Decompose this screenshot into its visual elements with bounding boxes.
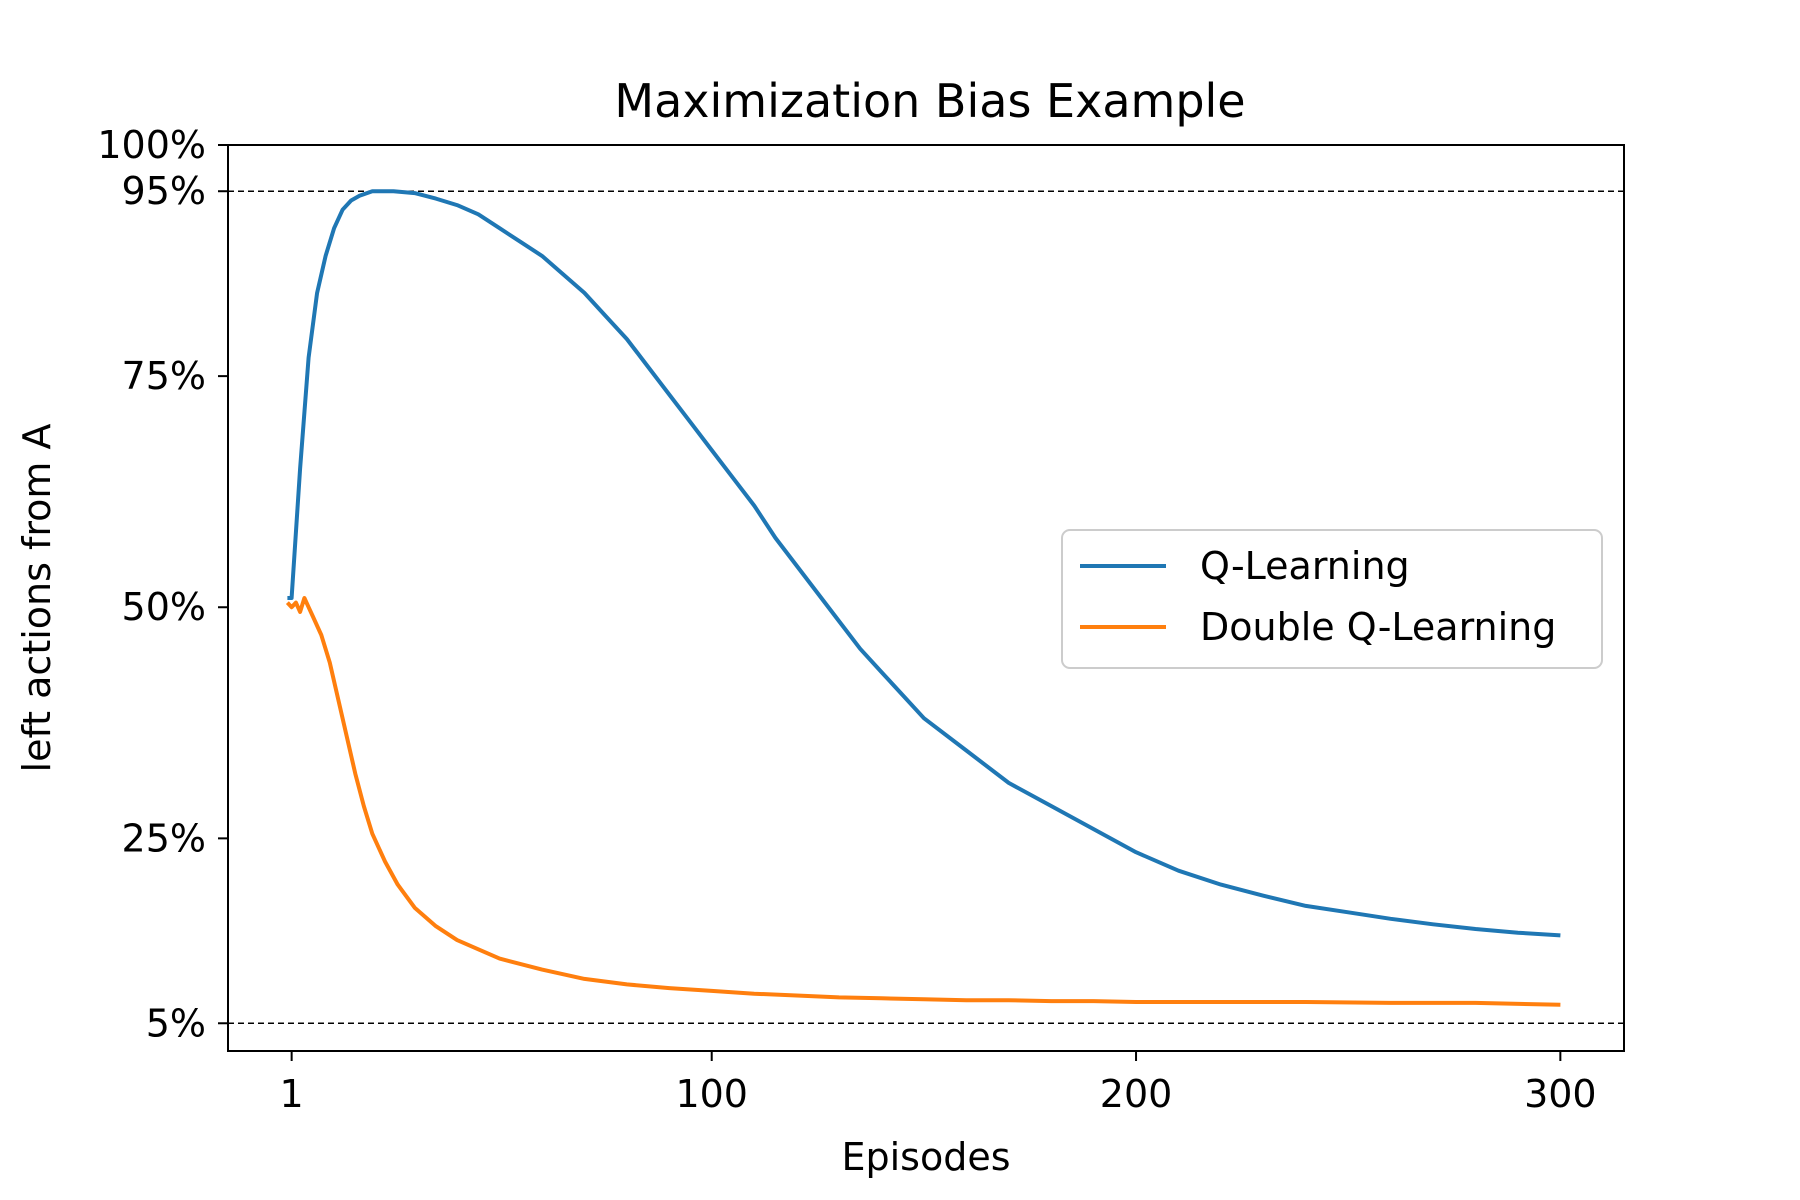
y-tick-label-5: 100% <box>97 123 206 167</box>
y-axis-label: left actions from A <box>15 424 59 773</box>
x-tick-label-1: 100 <box>675 1072 748 1116</box>
series-line-double-q-learning <box>285 596 1561 1007</box>
chart-title: Maximization Bias Example <box>614 74 1245 128</box>
y-axis-ticks: 5% 25% 50% 75% 95%100% <box>97 123 228 1045</box>
y-tick-label-0: 5% <box>146 1001 206 1045</box>
x-tick-label-0: 1 <box>280 1072 304 1116</box>
y-tick-label-1: 25% <box>122 816 206 860</box>
legend-label-0: Q-Learning <box>1200 544 1410 588</box>
y-tick-label-2: 50% <box>122 585 206 629</box>
y-tick-label-3: 75% <box>122 354 206 398</box>
legend-label-1: Double Q-Learning <box>1200 605 1556 649</box>
y-tick-label-4: 95% <box>122 169 206 213</box>
x-tick-label-2: 200 <box>1100 1072 1173 1116</box>
reference-lines <box>228 190 1624 1025</box>
legend-box <box>1061 529 1603 669</box>
plot-frame <box>227 144 1625 1052</box>
series-layer <box>285 189 1561 1007</box>
x-axis-label: Episodes <box>841 1135 1010 1179</box>
legend: Q-Learning Double Q-Learning <box>1061 529 1603 669</box>
series-line-q-learning <box>287 189 1561 938</box>
x-tick-label-3: 300 <box>1524 1072 1597 1116</box>
x-axis-ticks: 1 100 200 300 <box>280 1051 1597 1116</box>
